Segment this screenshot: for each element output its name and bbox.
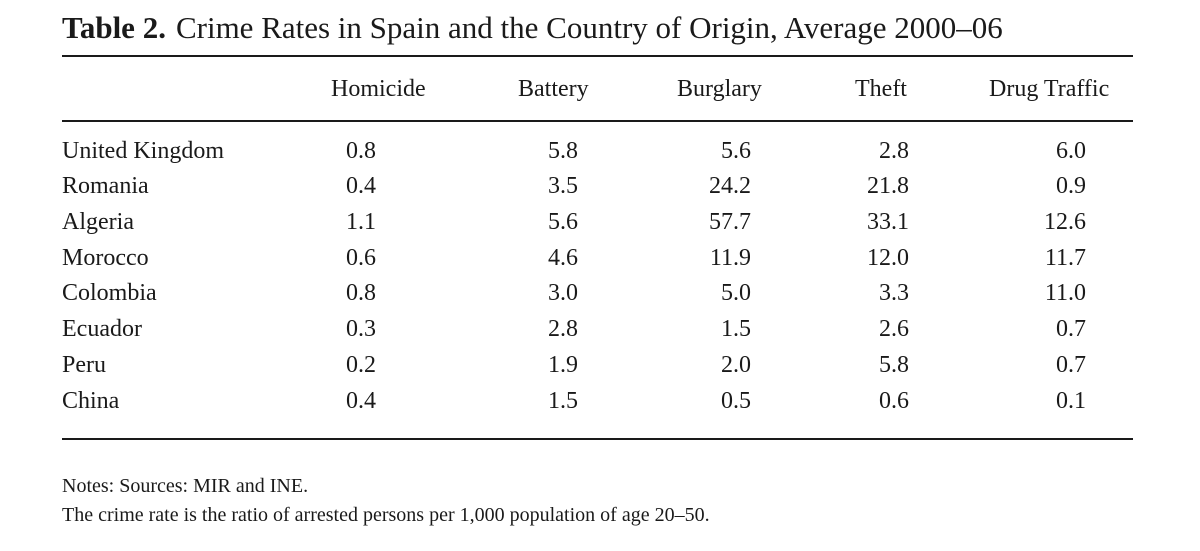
cell-drug-traffic: 0.7	[1056, 316, 1086, 342]
column-header-battery: Battery	[518, 76, 589, 102]
cell-homicide: 0.4	[346, 388, 376, 414]
table-row: Peru 0.2 1.9 2.0 5.8 0.7	[0, 350, 1200, 385]
cell-homicide: 0.8	[346, 280, 376, 306]
cell-battery: 3.0	[548, 280, 578, 306]
row-country: United Kingdom	[62, 138, 224, 164]
table-row: Morocco 0.6 4.6 11.9 12.0 11.7	[0, 243, 1200, 278]
cell-burglary: 2.0	[721, 352, 751, 378]
row-country: Ecuador	[62, 316, 142, 342]
row-country: China	[62, 388, 120, 414]
cell-theft: 2.8	[879, 138, 909, 164]
cell-drug-traffic: 0.1	[1056, 388, 1086, 414]
cell-battery: 1.9	[548, 352, 578, 378]
cell-battery: 5.6	[548, 209, 578, 235]
table-row: Algeria 1.1 5.6 57.7 33.1 12.6	[0, 207, 1200, 242]
column-header-drug-traffic: Drug Traffic	[989, 76, 1110, 102]
cell-burglary: 0.5	[721, 388, 751, 414]
cell-battery: 5.8	[548, 138, 578, 164]
cell-homicide: 0.2	[346, 352, 376, 378]
table-row: United Kingdom 0.8 5.8 5.6 2.8 6.0	[0, 136, 1200, 171]
cell-drug-traffic: 12.6	[1044, 209, 1086, 235]
cell-battery: 4.6	[548, 245, 578, 271]
cell-homicide: 0.4	[346, 173, 376, 199]
cell-drug-traffic: 6.0	[1056, 138, 1086, 164]
row-country: Colombia	[62, 280, 157, 306]
cell-burglary: 5.0	[721, 280, 751, 306]
cell-theft: 33.1	[867, 209, 909, 235]
cell-theft: 2.6	[879, 316, 909, 342]
bottom-rule	[62, 438, 1133, 440]
cell-theft: 5.8	[879, 352, 909, 378]
top-rule	[62, 55, 1133, 57]
column-header-homicide: Homicide	[331, 76, 426, 102]
table-title: Table 2. Crime Rates in Spain and the Cou…	[62, 10, 1003, 46]
cell-homicide: 0.6	[346, 245, 376, 271]
cell-burglary: 1.5	[721, 316, 751, 342]
cell-burglary: 24.2	[709, 173, 751, 199]
cell-theft: 0.6	[879, 388, 909, 414]
cell-theft: 12.0	[867, 245, 909, 271]
cell-theft: 3.3	[879, 280, 909, 306]
row-country: Romania	[62, 173, 149, 199]
table-label: Table 2.	[62, 10, 166, 45]
cell-homicide: 1.1	[346, 209, 376, 235]
cell-homicide: 0.8	[346, 138, 376, 164]
row-country: Morocco	[62, 245, 149, 271]
cell-burglary: 11.9	[709, 245, 751, 271]
cell-burglary: 57.7	[709, 209, 751, 235]
table-row: Romania 0.4 3.5 24.2 21.8 0.9	[0, 171, 1200, 206]
cell-theft: 21.8	[867, 173, 909, 199]
notes-definition: The crime rate is the ratio of arrested …	[62, 504, 710, 526]
table-row: China 0.4 1.5 0.5 0.6 0.1	[0, 386, 1200, 421]
cell-battery: 2.8	[548, 316, 578, 342]
column-header-theft: Theft	[855, 76, 907, 102]
row-country: Algeria	[62, 209, 134, 235]
table-notes: Notes: Sources: MIR and INE. The crime r…	[62, 472, 710, 530]
row-country: Peru	[62, 352, 106, 378]
cell-homicide: 0.3	[346, 316, 376, 342]
cell-battery: 3.5	[548, 173, 578, 199]
header-rule	[62, 120, 1133, 122]
table-title-text: Crime Rates in Spain and the Country of …	[175, 10, 1003, 45]
cell-drug-traffic: 0.9	[1056, 173, 1086, 199]
column-header-burglary: Burglary	[677, 76, 762, 102]
table-row: Ecuador 0.3 2.8 1.5 2.6 0.7	[0, 314, 1200, 349]
cell-burglary: 5.6	[721, 138, 751, 164]
cell-battery: 1.5	[548, 388, 578, 414]
cell-drug-traffic: 11.0	[1044, 280, 1086, 306]
cell-drug-traffic: 0.7	[1056, 352, 1086, 378]
table-row: Colombia 0.8 3.0 5.0 3.3 11.0	[0, 278, 1200, 313]
cell-drug-traffic: 11.7	[1044, 245, 1086, 271]
notes-sources: Notes: Sources: MIR and INE.	[62, 475, 309, 497]
